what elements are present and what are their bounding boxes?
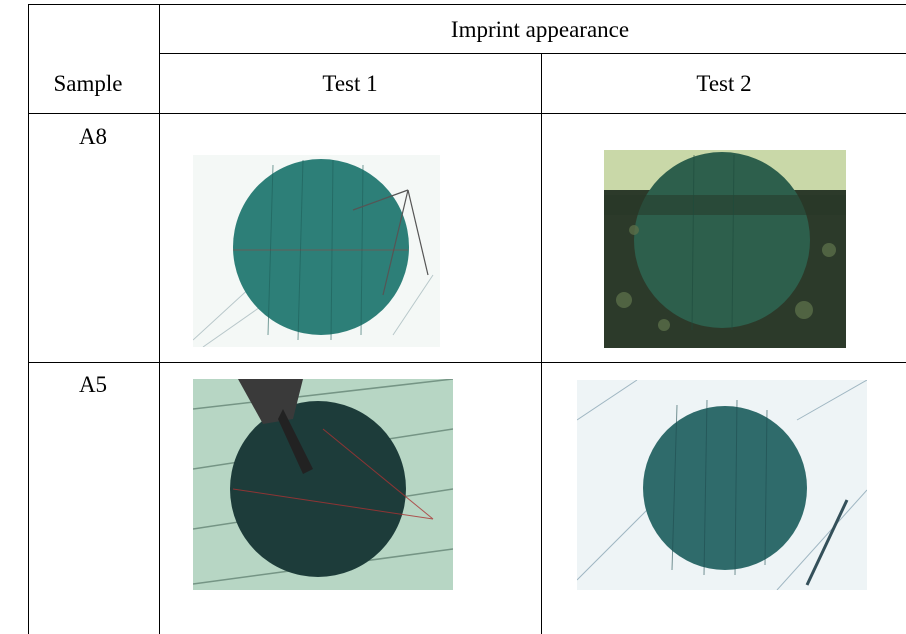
micrograph <box>577 380 867 590</box>
table-border <box>541 53 542 634</box>
column-header: Test 1 <box>322 70 377 98</box>
table-border <box>159 4 160 634</box>
table-border <box>159 53 906 54</box>
sample-label: A5 <box>79 371 107 399</box>
column-header: Sample <box>54 70 123 98</box>
micrograph <box>604 150 846 348</box>
header-title: Imprint appearance <box>451 16 629 44</box>
table-border <box>28 4 29 634</box>
document-page: Imprint appearance Sample Test 1 Test 2 … <box>0 0 906 634</box>
sample-label: A8 <box>79 123 107 151</box>
micrograph <box>193 379 453 590</box>
micrograph <box>193 155 440 347</box>
column-header: Test 2 <box>696 70 751 98</box>
